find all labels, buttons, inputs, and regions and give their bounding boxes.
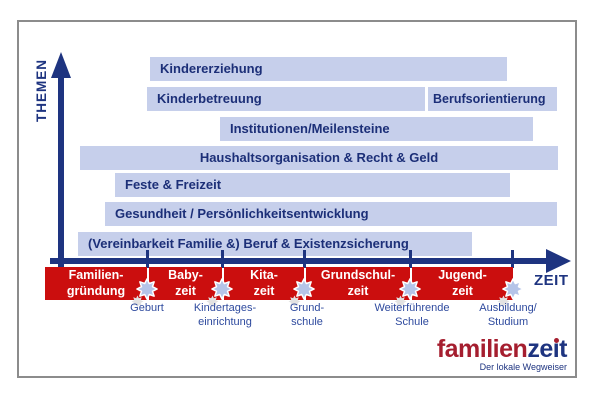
- phase-line2: zeit: [452, 283, 473, 298]
- milestone-line2: Schule: [395, 315, 429, 328]
- milestone-ausbildung-studium: Ausbildung/ Studium: [446, 302, 570, 329]
- milestone-weiterfuehrende-schule: Weiterführende Schule: [350, 302, 474, 329]
- brand-word-zeit-b: it: [552, 335, 568, 363]
- x-axis-label: ZEIT: [534, 272, 569, 289]
- brand-word-zeit-a: ze: [527, 335, 553, 363]
- milestone-line2: einrichtung: [198, 315, 252, 328]
- phase-line1: Familien-: [68, 268, 124, 282]
- phase-line2: zeit: [253, 283, 275, 298]
- phase-segment-grundschulzeit: Grundschul- zeit: [306, 267, 410, 300]
- sunburst-icon: [399, 278, 421, 300]
- theme-bar-kindererziehung: Kindererziehung: [150, 57, 507, 81]
- phase-line2: gründung: [66, 283, 126, 298]
- sparkle-icon: [288, 295, 301, 308]
- axis-tick: [511, 250, 514, 268]
- milestone-line1: Grund-: [289, 302, 325, 314]
- sparkle-icon: [394, 295, 407, 308]
- sparkle-icon: [131, 295, 144, 308]
- phase-segment-kitazeit: Kita- zeit: [224, 267, 304, 300]
- sparkle-icon: [206, 295, 219, 308]
- phase-segment-jugendzeit: Jugend- zeit: [412, 267, 513, 300]
- axis-tick: [146, 250, 149, 268]
- theme-bar-kinderbetreuung: Kinderbetreuung: [147, 87, 425, 111]
- sunburst-icon: [211, 278, 233, 300]
- axis-tick: [221, 250, 224, 268]
- milestone-grundschule: Grund- schule: [245, 302, 369, 329]
- phase-line1: Grundschul-: [320, 268, 396, 282]
- theme-bar-gesundheit: Gesundheit / Persönlichkeitsentwicklung: [105, 202, 557, 226]
- milestone-line1: Weiterführende: [374, 302, 450, 314]
- milestone-line1: Kindertages-: [193, 302, 257, 314]
- brand-tagline: Der lokale Wegweiser: [479, 362, 567, 372]
- theme-bar-vereinbarkeit: (Vereinbarkeit Familie &) Beruf & Existe…: [78, 232, 472, 256]
- milestone-line1: Ausbildung/: [479, 302, 537, 314]
- sunburst-icon: [502, 278, 524, 300]
- phase-line1: Kita-: [250, 268, 278, 282]
- phase-line1: Jugend-: [438, 268, 487, 282]
- sparkle-icon: [497, 295, 510, 308]
- sunburst-icon: [136, 278, 158, 300]
- axis-tick: [303, 250, 306, 268]
- sunburst-icon: [293, 278, 315, 300]
- phase-line2: zeit: [347, 283, 369, 298]
- milestone-geburt: Geburt: [85, 302, 209, 316]
- theme-bar-haushaltsorganisation: Haushaltsorganisation & Recht & Geld: [80, 146, 558, 170]
- milestone-kindertageseinrichtung: Kindertages- einrichtung: [163, 302, 287, 329]
- theme-bar-feste-freizeit: Feste & Freizeit: [115, 173, 510, 197]
- x-axis-arrowhead-icon: [546, 249, 571, 273]
- phase-segment-familiengruendung: Familien- gründung: [45, 267, 147, 300]
- phase-line2: zeit: [175, 283, 196, 298]
- axis-tick: [409, 250, 412, 268]
- y-axis-label: THEMEN: [34, 59, 49, 122]
- brand-logo: familienzeit Der lokale Wegweiser: [436, 335, 568, 373]
- milestone-line2: schule: [291, 315, 323, 328]
- y-axis-arrowhead-icon: [51, 52, 71, 78]
- milestone-line1: Geburt: [130, 302, 164, 314]
- brand-wordmark: familienzeit: [436, 335, 568, 363]
- x-axis-line: [50, 258, 548, 264]
- y-axis-line: [58, 74, 64, 267]
- phase-line1: Baby-: [168, 268, 203, 282]
- phase-segment-babyzeit: Baby- zeit: [149, 267, 222, 300]
- milestone-line2: Studium: [487, 315, 529, 328]
- theme-bar-institutionen: Institutionen/Meilensteine: [220, 117, 533, 141]
- theme-bar-berufsorientierung: Berufsorientierung: [428, 87, 557, 111]
- brand-word-familien: familien: [436, 335, 528, 363]
